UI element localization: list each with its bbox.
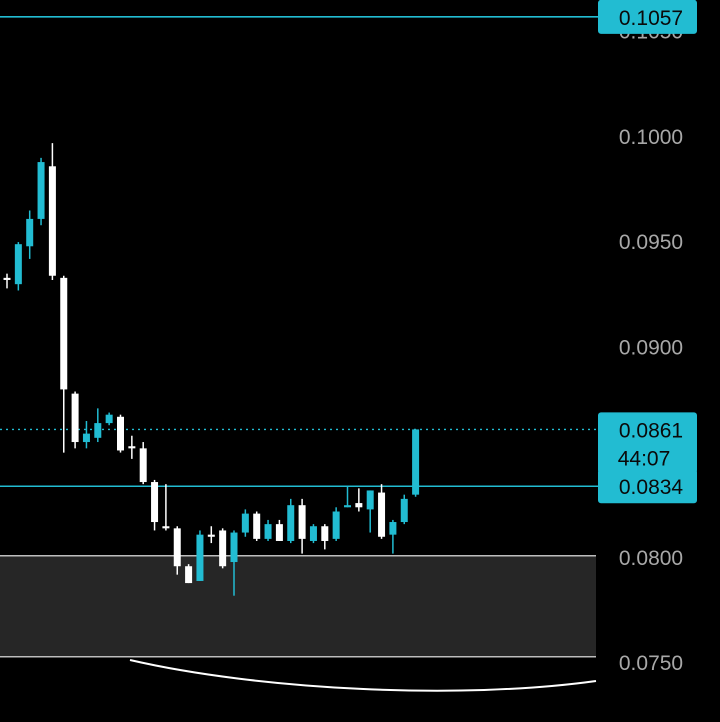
candle [14,242,22,291]
candle-body [321,526,329,541]
candle [366,490,374,533]
candle [207,526,215,544]
candle [48,143,56,280]
candle [298,498,306,554]
candle [400,494,408,525]
candle [264,519,272,541]
price-lines [0,16,598,488]
candle [196,530,204,581]
candle [82,420,90,449]
candle [332,507,340,541]
candle-body [82,433,90,443]
candle-body [287,505,295,541]
candle-body [366,490,374,510]
y-tick-label: 0.0900 [619,336,683,359]
candle-body [219,530,227,567]
candle-body [400,498,408,523]
candle [37,157,45,226]
candle [389,519,397,554]
candle [162,484,170,531]
candle-body [298,505,306,539]
candle-body [26,218,34,247]
current-price-tag-countdown: 44:07 [618,447,671,470]
candle-body [162,526,170,529]
candle [241,509,249,537]
candle-body [230,532,238,563]
candle-body [37,162,45,219]
candle [71,391,79,449]
candle-body [94,423,102,438]
candle [378,484,386,539]
candle-body [128,446,136,449]
candle-body [207,534,215,537]
candle-body [309,526,317,541]
price-tag-bottom-box [598,469,697,504]
current-price-tag-text: 0.0861 [619,419,683,442]
candle [94,408,102,443]
price-tag-top-text: 0.1057 [619,7,683,30]
candle [309,524,317,544]
candle-body [412,429,420,495]
candle [105,412,113,426]
candle [230,530,238,596]
candle-body [60,277,68,390]
candle-body [378,492,386,537]
candle [128,435,136,459]
price-tag-top-box [598,0,697,34]
candle-body [275,524,283,541]
candle [26,210,34,259]
candle-body [139,448,147,483]
candle-body [241,513,249,533]
candle [253,511,261,541]
current-price-tag-box [598,412,697,474]
price-tag-bottom-text: 0.0834 [619,476,684,499]
candle-body [151,482,159,523]
candle [151,479,159,531]
candle-body [355,503,363,508]
candle-body [3,277,11,280]
candle [344,486,351,508]
candle [275,519,283,541]
candle [173,526,181,575]
zone-fill [0,555,596,657]
candle [355,488,363,512]
candle-body [253,513,261,539]
candle-body [344,505,351,508]
candle-body [264,524,272,539]
candle [321,524,329,550]
moving-average-curve [129,659,597,692]
candle-body [196,534,204,581]
candle-body [185,566,193,584]
candle-body [14,244,22,285]
candle [117,414,124,453]
candle [412,429,420,497]
candles [3,143,420,596]
y-tick-label: 0.0750 [619,652,683,675]
candle-body [71,393,79,443]
candle-body [173,528,181,567]
candle [185,564,193,584]
candle [60,275,68,453]
candle [3,273,11,289]
candle-body [117,416,124,451]
shaded-zone [0,554,596,658]
y-tick-label: 0.0800 [619,547,683,570]
candle-body [332,511,340,539]
y-tick-label: 0.1000 [619,126,683,149]
candle-body [105,414,113,424]
candle-body [48,166,56,276]
curve-line [129,659,597,692]
price-tags: 0.1057 0.0861 44:07 0.0834 [598,0,697,504]
y-tick-label: 0.0950 [619,231,683,254]
candle [287,498,295,544]
candle [219,528,227,569]
candle-body [389,522,397,535]
candle [139,442,147,485]
